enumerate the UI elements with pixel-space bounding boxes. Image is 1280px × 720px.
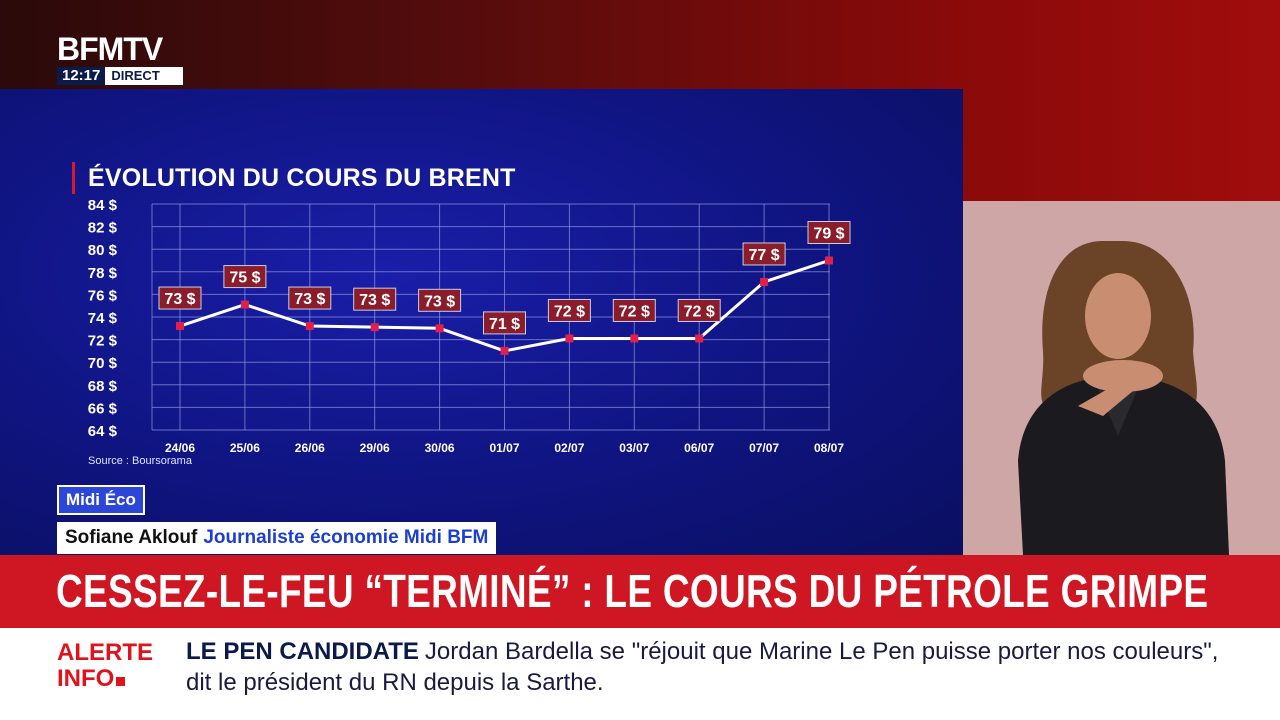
x-tick-label: 08/07 (814, 441, 844, 455)
y-tick-label: 72 $ (88, 333, 118, 350)
show-tag: Midi Éco (57, 485, 145, 515)
y-tick-label: 84 $ (88, 197, 118, 214)
data-point (630, 334, 639, 343)
data-label: 72 $ (677, 298, 721, 322)
x-tick-label: 02/07 (554, 441, 584, 455)
chart-source: Source : Boursorama (88, 455, 192, 467)
y-tick-label: 68 $ (88, 378, 118, 395)
y-tick-label: 80 $ (88, 242, 118, 259)
data-label: 71 $ (483, 311, 526, 335)
data-label: 77 $ (742, 242, 786, 266)
ticker-text: LE PEN CANDIDATE Jordan Bardella se "réjo… (186, 636, 1246, 698)
data-label-text: 73 $ (294, 291, 325, 308)
title-accent-bar (72, 162, 75, 194)
channel-logo: BFMTV 12:17 DIRECT (57, 33, 183, 85)
data-label-box (547, 298, 591, 322)
live-bar: 12:17 DIRECT (57, 67, 183, 85)
square-icon (116, 677, 126, 686)
data-label-box (483, 311, 526, 335)
journalist-role: Journaliste économie Midi BFM (203, 527, 489, 548)
data-label-text: 72 $ (554, 303, 585, 320)
data-point (565, 334, 574, 343)
data-point (240, 300, 249, 309)
data-label: 72 $ (612, 298, 656, 322)
data-label-box (677, 298, 721, 322)
clock: 12:17 (57, 67, 106, 85)
data-point (305, 322, 314, 331)
chart-grid (151, 203, 830, 431)
data-label-box (742, 242, 786, 266)
y-axis-ticks: 64 $ 66 $ 68 $ 70 $ 72 $ 74 $ 76 $ 78 $ 80 $ 82 $… (88, 197, 118, 440)
data-label-box (288, 286, 332, 310)
y-tick-label: 76 $ (88, 287, 118, 304)
data-label-box (223, 265, 267, 289)
data-point (370, 323, 379, 332)
data-label: 73 $ (288, 286, 332, 310)
data-label-text: 79 $ (813, 226, 844, 243)
data-labels: 73 $ 75 $ 73 $ 73 $ 73 $ 71 $ 72 $ 72 $ 72 $ 77 $… (158, 221, 851, 335)
x-tick-label: 01/07 (489, 441, 519, 455)
data-label-text: 72 $ (684, 303, 715, 320)
chart-title: ÉVOLUTION DU COURS DU BRENT (88, 164, 516, 192)
data-label-box (418, 288, 462, 312)
data-label-text: 71 $ (489, 316, 520, 333)
data-label-box (807, 221, 851, 244)
series-markers (176, 256, 833, 355)
data-label-text: 73 $ (164, 291, 195, 308)
data-point (695, 334, 704, 343)
sign-language-interpreter (963, 201, 1280, 555)
x-tick-label: 25/06 (230, 441, 260, 455)
x-tick-label: 30/06 (425, 441, 455, 455)
x-tick-label: 24/06 (165, 441, 195, 455)
ticker-body: Jordan Bardella se "réjouit que Marine L… (186, 638, 1219, 696)
y-tick-label: 66 $ (88, 400, 118, 417)
data-label: 73 $ (158, 286, 202, 310)
data-label: 79 $ (807, 221, 851, 244)
data-label-text: 77 $ (749, 247, 780, 264)
live-label: DIRECT (111, 68, 160, 83)
alert-line2: INFO (57, 665, 115, 692)
alert-line1: ALERTE (57, 639, 153, 666)
data-label: 73 $ (353, 287, 397, 311)
byline: Sofiane Aklouf Journaliste économie Midi… (57, 522, 497, 554)
journalist-name: Sofiane Aklouf (65, 527, 198, 548)
data-label-text: 73 $ (359, 292, 390, 309)
y-tick-label: 70 $ (88, 355, 118, 372)
data-label-text: 72 $ (619, 303, 650, 320)
headline-bar: CESSEZ-LE-FEU “TERMINÉ” : LE COURS DU PÉ… (0, 555, 1280, 628)
data-label-box (158, 286, 202, 310)
y-tick-label: 78 $ (88, 265, 118, 282)
x-tick-label: 06/07 (684, 441, 714, 455)
interpreter-figure (1018, 241, 1229, 555)
headline: CESSEZ-LE-FEU “TERMINÉ” : LE COURS DU PÉ… (56, 565, 1209, 617)
data-point (500, 346, 509, 355)
data-label-text: 73 $ (424, 293, 455, 310)
logo-text: BFMTV (57, 31, 163, 67)
data-label-box (353, 287, 397, 311)
data-point (435, 324, 444, 333)
alert-info-badge: ALERTE INFO (57, 640, 177, 692)
data-point (176, 322, 184, 331)
news-ticker (0, 628, 1280, 720)
x-axis-ticks: 24/06 25/06 26/06 29/06 30/06 01/07 02/07 03/07… (165, 441, 844, 455)
data-label: 75 $ (223, 265, 267, 289)
data-label: 73 $ (418, 288, 462, 312)
data-point (760, 277, 769, 286)
x-tick-label: 03/07 (619, 441, 649, 455)
brent-chart: 64 $ 66 $ 68 $ 70 $ 72 $ 74 $ 76 $ 78 $ 80 $ 82 $… (88, 197, 851, 455)
data-label-box (612, 298, 656, 322)
x-tick-label: 29/06 (360, 441, 390, 455)
y-tick-label: 64 $ (88, 423, 118, 440)
x-tick-label: 07/07 (749, 441, 779, 455)
y-tick-label: 82 $ (88, 220, 118, 237)
data-label-text: 75 $ (229, 270, 260, 287)
data-point (825, 256, 833, 265)
y-tick-label: 74 $ (88, 310, 118, 327)
chart-panel (0, 89, 963, 555)
ticker-kicker: LE PEN CANDIDATE (186, 638, 419, 665)
x-tick-label: 26/06 (295, 441, 325, 455)
data-label: 72 $ (547, 298, 591, 322)
